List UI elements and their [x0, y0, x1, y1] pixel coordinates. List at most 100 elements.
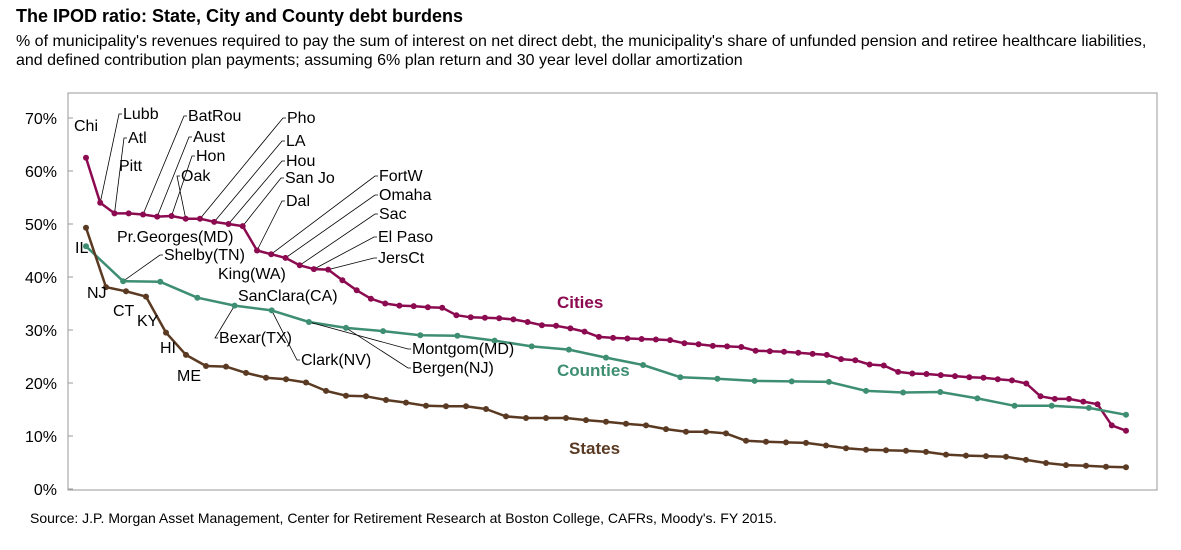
annotation-leader — [345, 327, 411, 369]
data-point-states — [1063, 462, 1069, 469]
data-point-states — [1003, 453, 1009, 460]
annotation-label: San Jo — [285, 170, 335, 187]
y-tick-label: 30% — [25, 323, 57, 340]
annotation-label: King(WA) — [218, 266, 286, 283]
annotation-leader — [122, 254, 163, 282]
annotation-leader — [114, 137, 127, 214]
y-tick-label: 10% — [25, 429, 57, 446]
data-point-states — [243, 369, 249, 376]
data-point-cities — [1009, 377, 1015, 384]
data-point-states — [843, 445, 849, 452]
data-point-states — [483, 406, 489, 412]
annotation-label: IL — [75, 240, 88, 257]
data-point-cities — [866, 361, 873, 368]
series-label-states: States — [569, 439, 620, 458]
data-point-cities — [424, 304, 431, 311]
data-point-cities — [538, 322, 545, 329]
y-axis: 0% 10% 20% 30% 40% 50% 60% 70% — [25, 111, 73, 499]
data-point-counties — [417, 332, 424, 339]
annotation-leader — [171, 155, 195, 217]
y-tick-label: 60% — [25, 164, 57, 181]
data-point-states — [363, 393, 369, 400]
data-point-cities — [809, 350, 816, 357]
annotation-label: FortW — [379, 168, 423, 185]
data-point-cities — [439, 304, 446, 311]
annotation-leader — [271, 310, 300, 361]
data-point-cities — [125, 210, 132, 217]
annotation-leader — [242, 177, 284, 227]
data-point-cities — [197, 215, 203, 222]
data-point-states — [423, 402, 429, 409]
data-point-states — [543, 415, 549, 421]
data-point-cities — [282, 254, 289, 261]
data-point-cities — [752, 347, 759, 354]
data-point-cities — [681, 340, 688, 347]
data-point-cities — [624, 335, 631, 342]
data-point-states — [163, 329, 169, 336]
data-point-cities — [923, 371, 930, 377]
data-point-cities — [695, 341, 702, 348]
data-point-states — [143, 293, 149, 300]
annotation-label: LA — [286, 133, 306, 150]
annotation-leader — [308, 321, 411, 350]
data-point-states — [1083, 462, 1089, 469]
data-point-states — [103, 284, 109, 291]
data-point-cities — [382, 300, 389, 307]
data-point-cities — [353, 287, 360, 294]
data-point-counties — [454, 332, 461, 339]
data-point-cities — [781, 348, 788, 355]
data-point-states — [1103, 463, 1109, 470]
annotation-label: Dal — [286, 193, 310, 210]
data-point-states — [663, 426, 669, 433]
data-point-states — [283, 376, 289, 383]
data-point-states — [343, 392, 349, 399]
annotation-label: Chi — [74, 118, 98, 135]
data-point-counties — [268, 307, 275, 314]
data-point-cities — [211, 218, 218, 225]
annotation-label: ME — [177, 368, 201, 385]
data-point-counties — [937, 389, 944, 395]
data-point-cities — [1023, 380, 1030, 387]
annotation-label: Pr.Georges(MD) — [117, 229, 233, 246]
data-point-counties — [863, 387, 869, 394]
annotation-label: Atl — [128, 130, 147, 147]
data-point-states — [443, 403, 449, 410]
data-point-cities — [738, 344, 745, 350]
data-point-counties — [603, 354, 609, 361]
annotation-label: Hou — [286, 153, 315, 170]
annotation-label: BatRou — [188, 108, 241, 125]
data-point-states — [1023, 456, 1029, 463]
data-point-cities — [111, 210, 118, 217]
annotation-leader — [199, 117, 286, 219]
annotation-label: HI — [160, 340, 176, 357]
data-point-states — [883, 447, 889, 454]
data-point-counties — [714, 375, 721, 382]
data-point-cities — [909, 370, 916, 377]
data-point-states — [783, 439, 789, 446]
data-point-cities — [937, 372, 944, 379]
data-point-cities — [239, 223, 246, 230]
data-point-states — [323, 387, 329, 394]
data-point-cities — [510, 316, 517, 323]
data-point-cities — [652, 336, 659, 343]
data-point-counties — [194, 294, 201, 301]
annotation-leader — [328, 257, 377, 270]
data-point-cities — [225, 221, 232, 227]
annotation-leader — [99, 113, 122, 203]
data-point-counties — [1123, 411, 1129, 418]
chart-title: The IPOD ratio: State, City and County d… — [16, 6, 464, 26]
data-point-states — [823, 442, 829, 449]
data-point-cities — [567, 325, 574, 332]
data-point-cities — [268, 251, 275, 258]
data-point-cities — [795, 349, 802, 356]
data-point-cities — [83, 154, 89, 161]
data-point-cities — [496, 315, 503, 322]
series-labels: Cities Counties States — [557, 293, 630, 458]
annotation-label: Omaha — [379, 187, 432, 204]
data-point-states — [803, 439, 809, 446]
data-point-cities — [1080, 398, 1087, 405]
data-point-counties — [1085, 404, 1092, 411]
data-point-cities — [453, 312, 460, 319]
annotations: ChiLubbAtlPittBatRouAustHonOakPhoLAHouSa… — [74, 106, 514, 385]
annotation-label: Bexar(TX) — [219, 330, 292, 347]
